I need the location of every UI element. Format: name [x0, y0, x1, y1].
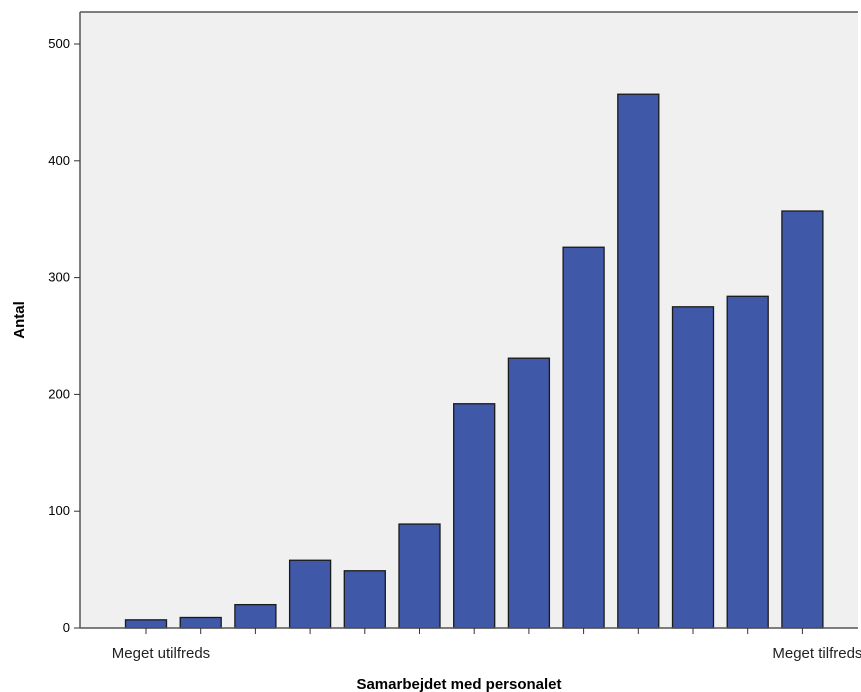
y-axis-title: Antal [11, 301, 28, 339]
bar-11 [671, 306, 715, 629]
y-axis: 0 100 200 300 400 500 [48, 11, 858, 635]
y-tick-label: 300 [48, 270, 70, 285]
bar-8 [507, 357, 551, 629]
x-axis-title: Samarbejdet med personalet [356, 676, 561, 692]
x-axis: Meget utilfreds Meget tilfreds [80, 627, 861, 662]
x-tick-label: Meget tilfreds [772, 645, 861, 662]
bar-6 [398, 523, 441, 629]
bar-7 [453, 403, 496, 629]
bar-5 [343, 570, 386, 629]
y-tick-label: 0 [63, 620, 70, 635]
y-tick-label: 500 [48, 36, 70, 51]
y-tick-label: 200 [48, 386, 70, 401]
bar-12 [726, 295, 769, 629]
bar-10 [617, 93, 660, 629]
x-tick-label: Meget utilfreds [112, 645, 210, 662]
bars-group [124, 93, 824, 629]
bar-2 [179, 616, 222, 629]
bar-1 [124, 619, 168, 629]
bar-4 [288, 559, 332, 629]
bar-9 [562, 246, 605, 629]
bar-3 [234, 603, 277, 629]
y-tick-label: 100 [48, 503, 70, 518]
bar-13 [781, 210, 824, 629]
y-tick-label: 400 [48, 153, 70, 168]
